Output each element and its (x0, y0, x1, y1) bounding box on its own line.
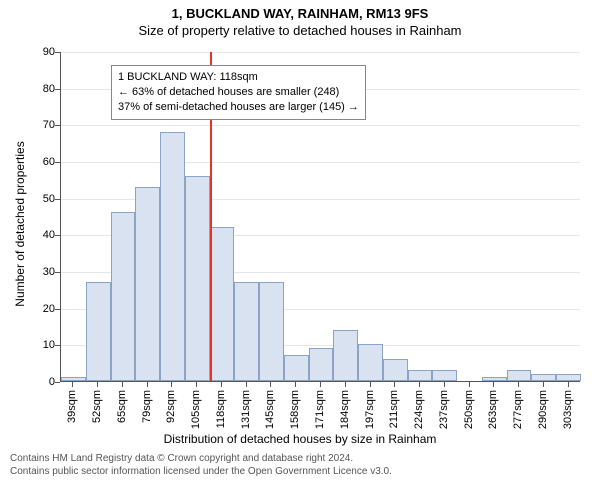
y-tick-mark (55, 345, 60, 346)
x-tick-mark (221, 382, 222, 387)
x-tick-label: 211sqm (388, 390, 400, 428)
y-tick-label: 20 (15, 303, 55, 315)
x-tick-label: 65sqm (116, 390, 128, 423)
y-tick-mark (55, 235, 60, 236)
bar (358, 344, 383, 381)
chart-title-address: 1, BUCKLAND WAY, RAINHAM, RM13 9FS (0, 0, 600, 21)
x-tick-label: 145sqm (264, 390, 276, 429)
x-tick-mark (72, 382, 73, 387)
y-tick-mark (55, 89, 60, 90)
x-tick-mark (568, 382, 569, 387)
y-tick-mark (55, 309, 60, 310)
x-tick-label: 197sqm (364, 390, 376, 429)
bar (556, 374, 581, 381)
bar (507, 370, 532, 381)
bar (185, 176, 210, 381)
y-tick-mark (55, 272, 60, 273)
x-tick-label: 158sqm (289, 390, 301, 429)
footer: Contains HM Land Registry data © Crown c… (0, 446, 600, 478)
y-tick-label: 90 (15, 46, 55, 58)
y-tick-mark (55, 125, 60, 126)
bar (135, 187, 160, 381)
bar (210, 227, 235, 381)
x-tick-mark (295, 382, 296, 387)
x-tick-label: 263sqm (487, 390, 499, 429)
y-tick-mark (55, 382, 60, 383)
x-tick-label: 131sqm (240, 390, 252, 429)
x-tick-mark (147, 382, 148, 387)
x-tick-mark (469, 382, 470, 387)
x-tick-label: 277sqm (512, 390, 524, 429)
y-tick-mark (55, 162, 60, 163)
x-tick-label: 303sqm (562, 390, 574, 429)
bar (309, 348, 334, 381)
y-tick-label: 10 (15, 339, 55, 351)
y-tick-mark (55, 199, 60, 200)
x-tick-mark (518, 382, 519, 387)
x-tick-label: 39sqm (66, 390, 78, 423)
bar (234, 282, 259, 381)
x-tick-mark (196, 382, 197, 387)
bar (284, 355, 309, 381)
x-tick-mark (270, 382, 271, 387)
x-tick-label: 79sqm (141, 390, 153, 423)
bar (111, 212, 136, 381)
y-tick-label: 0 (15, 376, 55, 388)
x-tick-label: 105sqm (190, 390, 202, 429)
x-tick-label: 171sqm (314, 390, 326, 429)
bar (86, 282, 111, 381)
bar (333, 330, 358, 381)
bar (383, 359, 408, 381)
y-tick-label: 40 (15, 229, 55, 241)
bar (259, 282, 284, 381)
x-tick-mark (171, 382, 172, 387)
x-tick-label: 118sqm (215, 390, 227, 428)
x-tick-mark (345, 382, 346, 387)
x-tick-mark (444, 382, 445, 387)
x-tick-label: 290sqm (537, 390, 549, 429)
annotation-line3: 37% of semi-detached houses are larger (… (118, 100, 359, 115)
bar (531, 374, 556, 381)
x-tick-mark (246, 382, 247, 387)
chart-title-subtitle: Size of property relative to detached ho… (0, 21, 600, 42)
footer-line2: Contains public sector information licen… (10, 465, 590, 478)
x-tick-mark (394, 382, 395, 387)
chart-container: Number of detached properties 1 BUCKLAND… (0, 42, 600, 432)
plot-area: 1 BUCKLAND WAY: 118sqm ← 63% of detached… (60, 52, 580, 382)
y-tick-label: 30 (15, 266, 55, 278)
y-tick-mark (55, 52, 60, 53)
bar (61, 377, 86, 381)
x-tick-mark (122, 382, 123, 387)
annotation-line1: 1 BUCKLAND WAY: 118sqm (118, 70, 359, 85)
x-tick-label: 52sqm (91, 390, 103, 423)
bar (408, 370, 433, 381)
x-axis-label: Distribution of detached houses by size … (0, 432, 600, 446)
bar (432, 370, 457, 381)
x-tick-label: 92sqm (165, 390, 177, 423)
x-tick-mark (493, 382, 494, 387)
y-tick-label: 60 (15, 156, 55, 168)
footer-line1: Contains HM Land Registry data © Crown c… (10, 452, 590, 465)
x-tick-label: 184sqm (339, 390, 351, 429)
annotation-box: 1 BUCKLAND WAY: 118sqm ← 63% of detached… (111, 65, 366, 120)
annotation-line2: ← 63% of detached houses are smaller (24… (118, 85, 359, 100)
x-tick-mark (370, 382, 371, 387)
y-tick-label: 70 (15, 119, 55, 131)
y-tick-label: 80 (15, 83, 55, 95)
x-tick-mark (97, 382, 98, 387)
x-tick-mark (543, 382, 544, 387)
bar (160, 132, 185, 381)
x-tick-label: 250sqm (463, 390, 475, 429)
x-tick-mark (419, 382, 420, 387)
x-tick-label: 224sqm (413, 390, 425, 429)
x-tick-mark (320, 382, 321, 387)
y-tick-label: 50 (15, 193, 55, 205)
bar (482, 377, 507, 381)
x-tick-label: 237sqm (438, 390, 450, 429)
